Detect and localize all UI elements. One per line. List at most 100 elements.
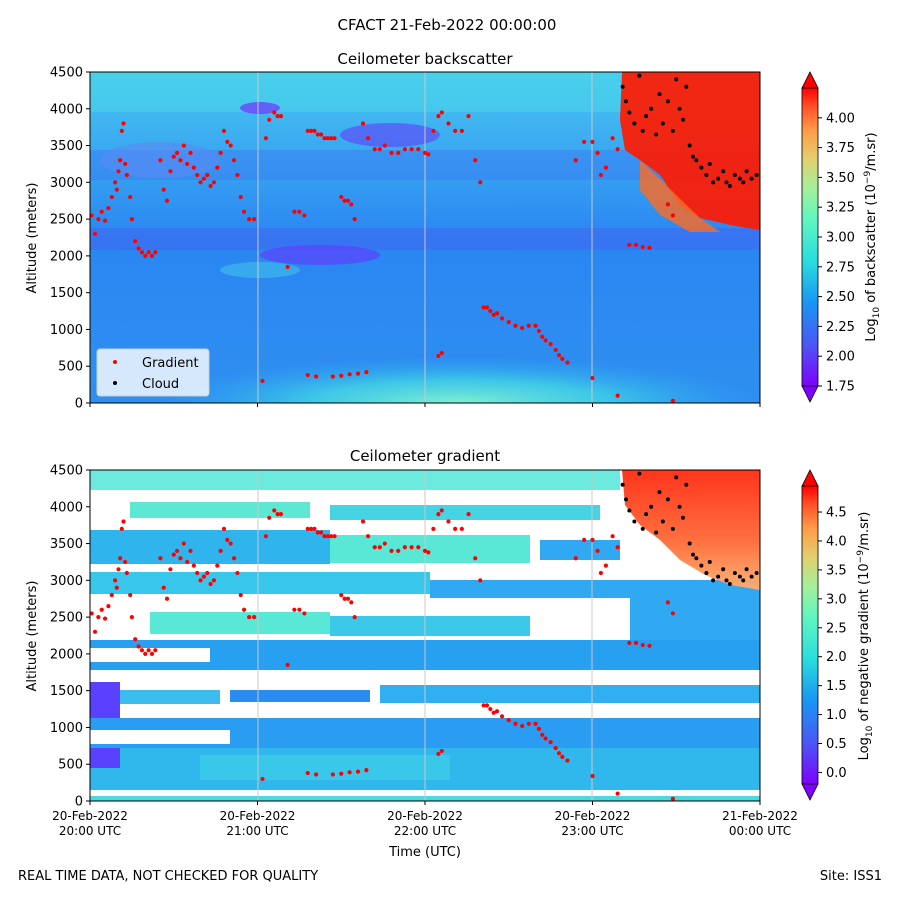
- colorbar-tick-label: 1.0: [826, 708, 847, 723]
- y-tick-label: 1000: [50, 721, 83, 736]
- gradient-point: [171, 154, 176, 159]
- gradient-point: [116, 169, 121, 174]
- gradient-point: [211, 180, 217, 185]
- gradient-point: [168, 169, 173, 174]
- gradient-point: [114, 187, 119, 192]
- gradient-point: [540, 732, 545, 737]
- gradient-point: [372, 147, 377, 152]
- gradient-point: [484, 703, 490, 708]
- gradient-point: [536, 726, 542, 732]
- cloud-point: [649, 504, 654, 509]
- x-tick-time: 21:00 UTC: [226, 824, 288, 838]
- gradient-point: [582, 537, 587, 542]
- gradient-point: [322, 136, 327, 141]
- gradient-point: [238, 194, 243, 200]
- gradient-point: [540, 334, 545, 339]
- gradient-point: [365, 136, 371, 141]
- gradient-point: [416, 545, 421, 550]
- x-axis-label: Time (UTC): [388, 845, 461, 860]
- gradient-point: [473, 556, 478, 561]
- gradient-panel-title: Ceilometer gradient: [350, 447, 500, 465]
- colorbar-tick-label: 3.00: [826, 231, 855, 246]
- y-tick-label: 0: [75, 397, 83, 412]
- gradient-point: [305, 526, 310, 531]
- y-tick-label: 500: [58, 360, 83, 375]
- gradient-point: [389, 150, 394, 156]
- gradient-point: [221, 526, 227, 531]
- gradient-point: [252, 615, 257, 620]
- gradient-point: [365, 534, 371, 539]
- colorbar-tick-label: 4.0: [826, 534, 847, 549]
- cloud-point: [694, 158, 699, 163]
- x-tick-date: 20-Feb-2022: [52, 809, 128, 823]
- gradient-point: [242, 607, 247, 612]
- gradient-point: [347, 770, 352, 775]
- y-tick-label: 500: [58, 758, 83, 773]
- cloud-point: [644, 114, 649, 119]
- gradient-point: [543, 338, 548, 343]
- gradient-point: [128, 592, 133, 598]
- gradient-point: [431, 526, 436, 531]
- gradient-point: [309, 128, 314, 133]
- gradient-point: [473, 158, 478, 163]
- gradient-point: [665, 202, 670, 207]
- colorbar-tick-label: 1.75: [826, 380, 855, 395]
- gradient-point: [355, 371, 361, 376]
- gradient-point: [260, 776, 265, 782]
- cloud-point: [754, 570, 759, 575]
- cloud-point: [680, 515, 685, 520]
- cloud-point: [691, 552, 695, 557]
- gradient-point: [96, 615, 101, 620]
- cloud-point: [640, 128, 645, 133]
- gradient-point: [175, 548, 180, 554]
- gradient-point: [382, 541, 387, 546]
- gradient-point: [278, 114, 284, 119]
- gradient-point: [488, 706, 493, 712]
- gradient-point: [355, 769, 361, 774]
- gradient-point: [119, 526, 124, 531]
- figure-title: CFACT 21-Feb-2022 00:00:00: [338, 16, 557, 34]
- y-tick-label: 1000: [50, 323, 83, 338]
- gradient-point: [484, 305, 490, 310]
- gradient-point: [292, 607, 297, 612]
- gradient-point: [191, 165, 196, 170]
- backscatter-y-axis-label: Altitude (meters): [25, 183, 40, 294]
- gradient-point: [90, 611, 94, 616]
- gradient-point: [329, 136, 334, 141]
- colorbar-tick-label: 3.75: [826, 141, 855, 156]
- gradient-point: [208, 581, 213, 587]
- gradient-point: [499, 316, 505, 321]
- cloud-point: [665, 99, 670, 104]
- legend-marker-gradient: [113, 360, 117, 364]
- gradient-point: [556, 353, 562, 358]
- gradient-point: [201, 176, 206, 181]
- gradient-point: [235, 570, 240, 576]
- gradient-point: [640, 642, 645, 648]
- x-tick-time: 23:00 UTC: [561, 824, 623, 838]
- gradient-point: [99, 607, 104, 612]
- gradient-point: [118, 556, 123, 561]
- colorbar-tick-label: 4.5: [826, 506, 847, 521]
- gradient-point: [459, 128, 464, 133]
- gradient-point: [332, 534, 337, 539]
- gradient-point: [446, 121, 451, 126]
- gradient-point: [129, 615, 134, 620]
- gradient-heatmap: [90, 470, 760, 801]
- legend-box: [96, 348, 210, 397]
- gradient-point: [553, 347, 558, 353]
- gradient-point: [347, 372, 352, 377]
- colorbar-tick-label: 3.5: [826, 563, 847, 578]
- cloud-point: [677, 106, 682, 111]
- gradient-point: [670, 213, 676, 218]
- gradient-point: [590, 375, 595, 381]
- cloud-point: [627, 110, 632, 115]
- gradient-point: [520, 325, 525, 331]
- gradient-point: [533, 721, 538, 726]
- gradient-point: [285, 264, 290, 270]
- gradient-point: [252, 217, 257, 222]
- gradient-point: [123, 161, 128, 167]
- gradient-point: [491, 710, 496, 715]
- gradient-point: [422, 150, 428, 156]
- cloud-point: [687, 143, 692, 148]
- colorbar-tick-label: 1.5: [826, 679, 847, 694]
